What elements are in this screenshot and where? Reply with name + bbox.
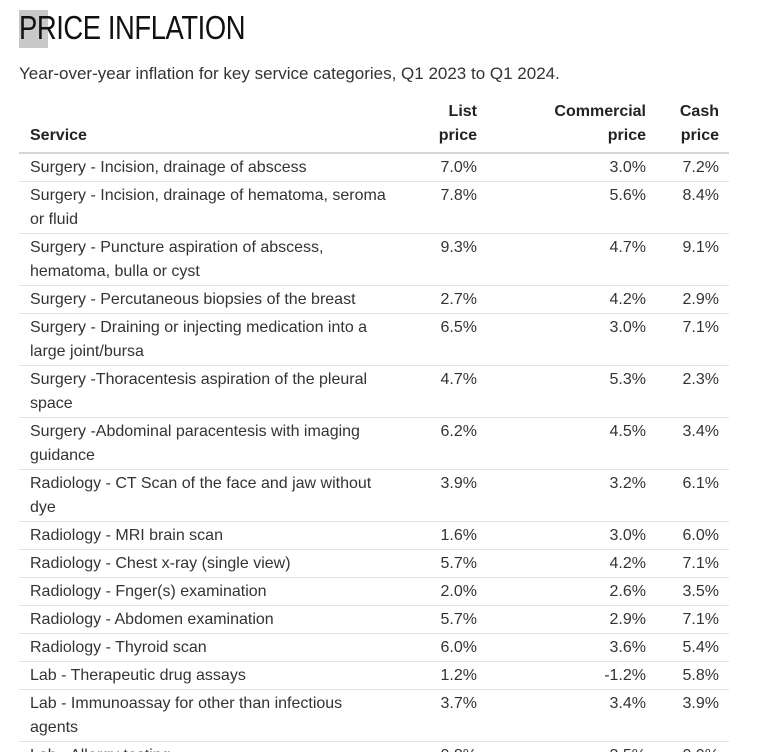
- cell-cash-price: -0.9%: [648, 741, 729, 752]
- table-row: Surgery - Puncture aspiration of abscess…: [19, 233, 729, 286]
- cell-cash-price: 5.4%: [648, 633, 729, 662]
- table-row: Radiology - CT Scan of the face and jaw …: [19, 469, 729, 522]
- cell-list-price: 2.0%: [394, 577, 498, 606]
- cell-list-price: 1.6%: [394, 521, 498, 550]
- cell-cash-price: 6.0%: [648, 521, 729, 550]
- cell-commercial-price: 5.3%: [498, 365, 648, 418]
- cell-service: Surgery -Thoracentesis aspiration of the…: [19, 365, 394, 418]
- cell-commercial-price: 3.6%: [498, 633, 648, 662]
- table-row: Radiology - Thyroid scan 6.0% 3.6% 5.4%: [19, 633, 729, 662]
- table-body: Surgery - Incision, drainage of abscess …: [19, 153, 729, 752]
- cell-commercial-price: -1.2%: [498, 661, 648, 690]
- cell-commercial-price: 3.5%: [498, 741, 648, 752]
- column-header-service: Service: [19, 98, 394, 154]
- cell-cash-price: 3.9%: [648, 689, 729, 742]
- page-subtitle: Year-over-year inflation for key service…: [19, 64, 560, 83]
- cell-commercial-price: 4.2%: [498, 285, 648, 314]
- table-row: Surgery -Abdominal paracentesis with ima…: [19, 417, 729, 470]
- cell-service: Radiology - Abdomen examination: [19, 605, 394, 634]
- price-inflation-table: Service List price Commercial price Cash…: [19, 98, 729, 752]
- table-row: Radiology - Fnger(s) examination 2.0% 2.…: [19, 577, 729, 606]
- cell-service: Radiology - Thyroid scan: [19, 633, 394, 662]
- table-row: Lab - Allergy testing 0.8% 3.5% -0.9%: [19, 741, 729, 752]
- cell-list-price: 5.7%: [394, 605, 498, 634]
- cell-commercial-price: 4.2%: [498, 549, 648, 578]
- table-row: Surgery - Incision, drainage of abscess …: [19, 153, 729, 182]
- cell-service: Surgery - Percutaneous biopsies of the b…: [19, 285, 394, 314]
- cell-list-price: 7.8%: [394, 181, 498, 234]
- table-row: Surgery -Thoracentesis aspiration of the…: [19, 365, 729, 418]
- cell-commercial-price: 3.4%: [498, 689, 648, 742]
- cell-list-price: 6.5%: [394, 313, 498, 366]
- cell-list-price: 5.7%: [394, 549, 498, 578]
- cell-list-price: 3.7%: [394, 689, 498, 742]
- title-block: PRICE INFLATION: [19, 8, 291, 48]
- table-row: Lab - Therapeutic drug assays 1.2% -1.2%…: [19, 661, 729, 690]
- cell-commercial-price: 3.0%: [498, 153, 648, 182]
- cell-service: Lab - Immunoassay for other than infecti…: [19, 689, 394, 742]
- cell-service: Radiology - Chest x-ray (single view): [19, 549, 394, 578]
- cell-cash-price: 2.9%: [648, 285, 729, 314]
- cell-service: Radiology - MRI brain scan: [19, 521, 394, 550]
- cell-service: Lab - Allergy testing: [19, 741, 394, 752]
- cell-service: Lab - Therapeutic drug assays: [19, 661, 394, 690]
- cell-service: Surgery -Abdominal paracentesis with ima…: [19, 417, 394, 470]
- cell-cash-price: 5.8%: [648, 661, 729, 690]
- cell-cash-price: 7.1%: [648, 549, 729, 578]
- table-row: Radiology - Chest x-ray (single view) 5.…: [19, 549, 729, 578]
- cell-cash-price: 3.4%: [648, 417, 729, 470]
- cell-commercial-price: 4.5%: [498, 417, 648, 470]
- cell-cash-price: 9.1%: [648, 233, 729, 286]
- cell-cash-price: 7.1%: [648, 605, 729, 634]
- cell-list-price: 4.7%: [394, 365, 498, 418]
- cell-list-price: 7.0%: [394, 153, 498, 182]
- column-header-list-line2: price: [438, 127, 477, 144]
- cell-service: Surgery - Puncture aspiration of abscess…: [19, 233, 394, 286]
- column-header-cash-line2: price: [680, 127, 719, 144]
- column-header-commercial-line2: price: [607, 127, 646, 144]
- table-row: Surgery - Draining or injecting medicati…: [19, 313, 729, 366]
- cell-cash-price: 3.5%: [648, 577, 729, 606]
- cell-service: Surgery - Incision, drainage of hematoma…: [19, 181, 394, 234]
- cell-commercial-price: 3.0%: [498, 521, 648, 550]
- cell-commercial-price: 2.9%: [498, 605, 648, 634]
- cell-cash-price: 2.3%: [648, 365, 729, 418]
- cell-cash-price: 7.1%: [648, 313, 729, 366]
- table-row: Radiology - MRI brain scan 1.6% 3.0% 6.0…: [19, 521, 729, 550]
- table-row: Radiology - Abdomen examination 5.7% 2.9…: [19, 605, 729, 634]
- table-header: Service List price Commercial price Cash…: [19, 98, 729, 154]
- cell-cash-price: 6.1%: [648, 469, 729, 522]
- column-header-cash-price: Cash price: [648, 98, 729, 154]
- header-row: Service List price Commercial price Cash…: [19, 98, 729, 154]
- text-selection-highlight: [19, 10, 48, 48]
- column-header-commercial-line1: Commercial: [554, 103, 646, 120]
- column-header-list-price: List price: [394, 98, 498, 154]
- cell-service: Surgery - Incision, drainage of abscess: [19, 153, 394, 182]
- table-row: Surgery - Percutaneous biopsies of the b…: [19, 285, 729, 314]
- cell-list-price: 0.8%: [394, 741, 498, 752]
- cell-service: Surgery - Draining or injecting medicati…: [19, 313, 394, 366]
- cell-list-price: 1.2%: [394, 661, 498, 690]
- cell-commercial-price: 3.2%: [498, 469, 648, 522]
- cell-commercial-price: 3.0%: [498, 313, 648, 366]
- table-row: Surgery - Incision, drainage of hematoma…: [19, 181, 729, 234]
- cell-service: Radiology - Fnger(s) examination: [19, 577, 394, 606]
- cell-cash-price: 8.4%: [648, 181, 729, 234]
- column-header-cash-line1: Cash: [679, 103, 719, 120]
- table-row: Lab - Immunoassay for other than infecti…: [19, 689, 729, 742]
- cell-list-price: 9.3%: [394, 233, 498, 286]
- cell-list-price: 2.7%: [394, 285, 498, 314]
- column-header-commercial-price: Commercial price: [498, 98, 648, 154]
- cell-commercial-price: 5.6%: [498, 181, 648, 234]
- page-title: PRICE INFLATION: [19, 9, 246, 46]
- cell-list-price: 6.2%: [394, 417, 498, 470]
- cell-list-price: 3.9%: [394, 469, 498, 522]
- cell-service: Radiology - CT Scan of the face and jaw …: [19, 469, 394, 522]
- column-header-list-line1: List: [448, 103, 477, 120]
- cell-cash-price: 7.2%: [648, 153, 729, 182]
- cell-commercial-price: 2.6%: [498, 577, 648, 606]
- cell-commercial-price: 4.7%: [498, 233, 648, 286]
- cell-list-price: 6.0%: [394, 633, 498, 662]
